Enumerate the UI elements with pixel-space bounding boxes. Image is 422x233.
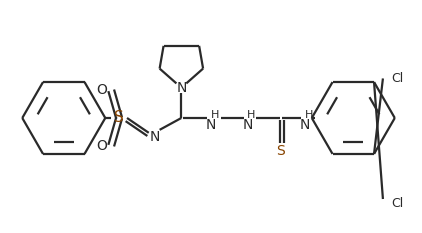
- Text: N: N: [206, 118, 216, 132]
- Text: N: N: [242, 118, 253, 132]
- Text: N: N: [300, 118, 310, 132]
- Text: O: O: [96, 139, 107, 153]
- Text: Cl: Cl: [391, 72, 403, 85]
- Text: S: S: [114, 110, 124, 126]
- Text: S: S: [276, 144, 284, 158]
- Text: O: O: [96, 83, 107, 97]
- Text: N: N: [149, 130, 160, 144]
- Text: H: H: [247, 110, 256, 120]
- Text: Cl: Cl: [391, 197, 403, 210]
- Text: N: N: [176, 81, 187, 95]
- Text: H: H: [305, 110, 313, 120]
- Text: H: H: [211, 110, 219, 120]
